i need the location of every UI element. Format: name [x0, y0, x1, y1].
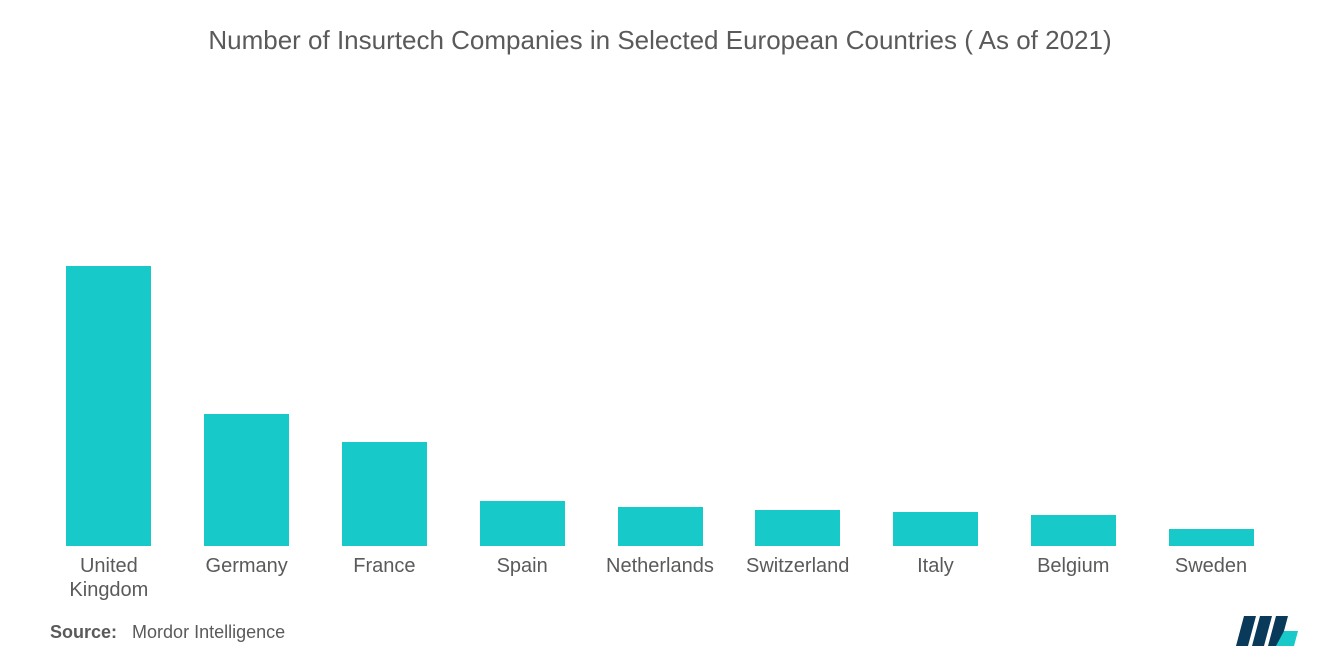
bar-label-wrap: Switzerland	[733, 546, 863, 606]
bar-label-wrap: Italy	[870, 546, 1000, 606]
bar-label-wrap: Netherlands	[595, 546, 725, 606]
bar-label: Spain	[497, 554, 548, 578]
bar	[342, 442, 427, 546]
bar-label: Switzerland	[746, 554, 849, 578]
bar-label: Sweden	[1175, 554, 1247, 578]
bar	[893, 512, 978, 546]
bar-label: Italy	[917, 554, 954, 578]
bar	[1169, 529, 1254, 546]
logo-icon	[1236, 606, 1298, 646]
bar-label-wrap: Spain	[457, 546, 587, 606]
bar	[204, 414, 289, 546]
chart-plot-area	[30, 66, 1290, 546]
source-text: Mordor Intelligence	[132, 622, 285, 642]
chart-container: Number of Insurtech Companies in Selecte…	[0, 0, 1320, 665]
bar-group	[729, 66, 867, 546]
chart-title: Number of Insurtech Companies in Selecte…	[30, 25, 1290, 56]
bar-label: Netherlands	[606, 554, 714, 578]
source-label: Source:	[50, 622, 117, 642]
bar-label-wrap: Belgium	[1008, 546, 1138, 606]
bar	[618, 507, 703, 546]
bar-group	[1142, 66, 1280, 546]
bar-label: United Kingdom	[44, 554, 174, 602]
bar-label: Germany	[206, 554, 288, 578]
bar-label: France	[353, 554, 415, 578]
bar-label-wrap: France	[319, 546, 449, 606]
bar-label-wrap: Sweden	[1146, 546, 1276, 606]
bar-label-wrap: United Kingdom	[44, 546, 174, 606]
bar-label-wrap: Germany	[182, 546, 312, 606]
bar-group	[178, 66, 316, 546]
bar-group	[867, 66, 1005, 546]
bar-group	[1004, 66, 1142, 546]
bar	[755, 510, 840, 546]
bar-group	[40, 66, 178, 546]
bar	[1031, 515, 1116, 546]
source-line: Source: Mordor Intelligence	[50, 622, 285, 643]
x-axis-labels: United Kingdom Germany France Spain Netherla…	[30, 546, 1290, 606]
bar	[66, 266, 151, 546]
bar	[480, 501, 565, 546]
brand-logo	[1236, 606, 1298, 651]
bar-label: Belgium	[1037, 554, 1109, 578]
bar-group	[453, 66, 591, 546]
bar-group	[591, 66, 729, 546]
bar-group	[316, 66, 454, 546]
